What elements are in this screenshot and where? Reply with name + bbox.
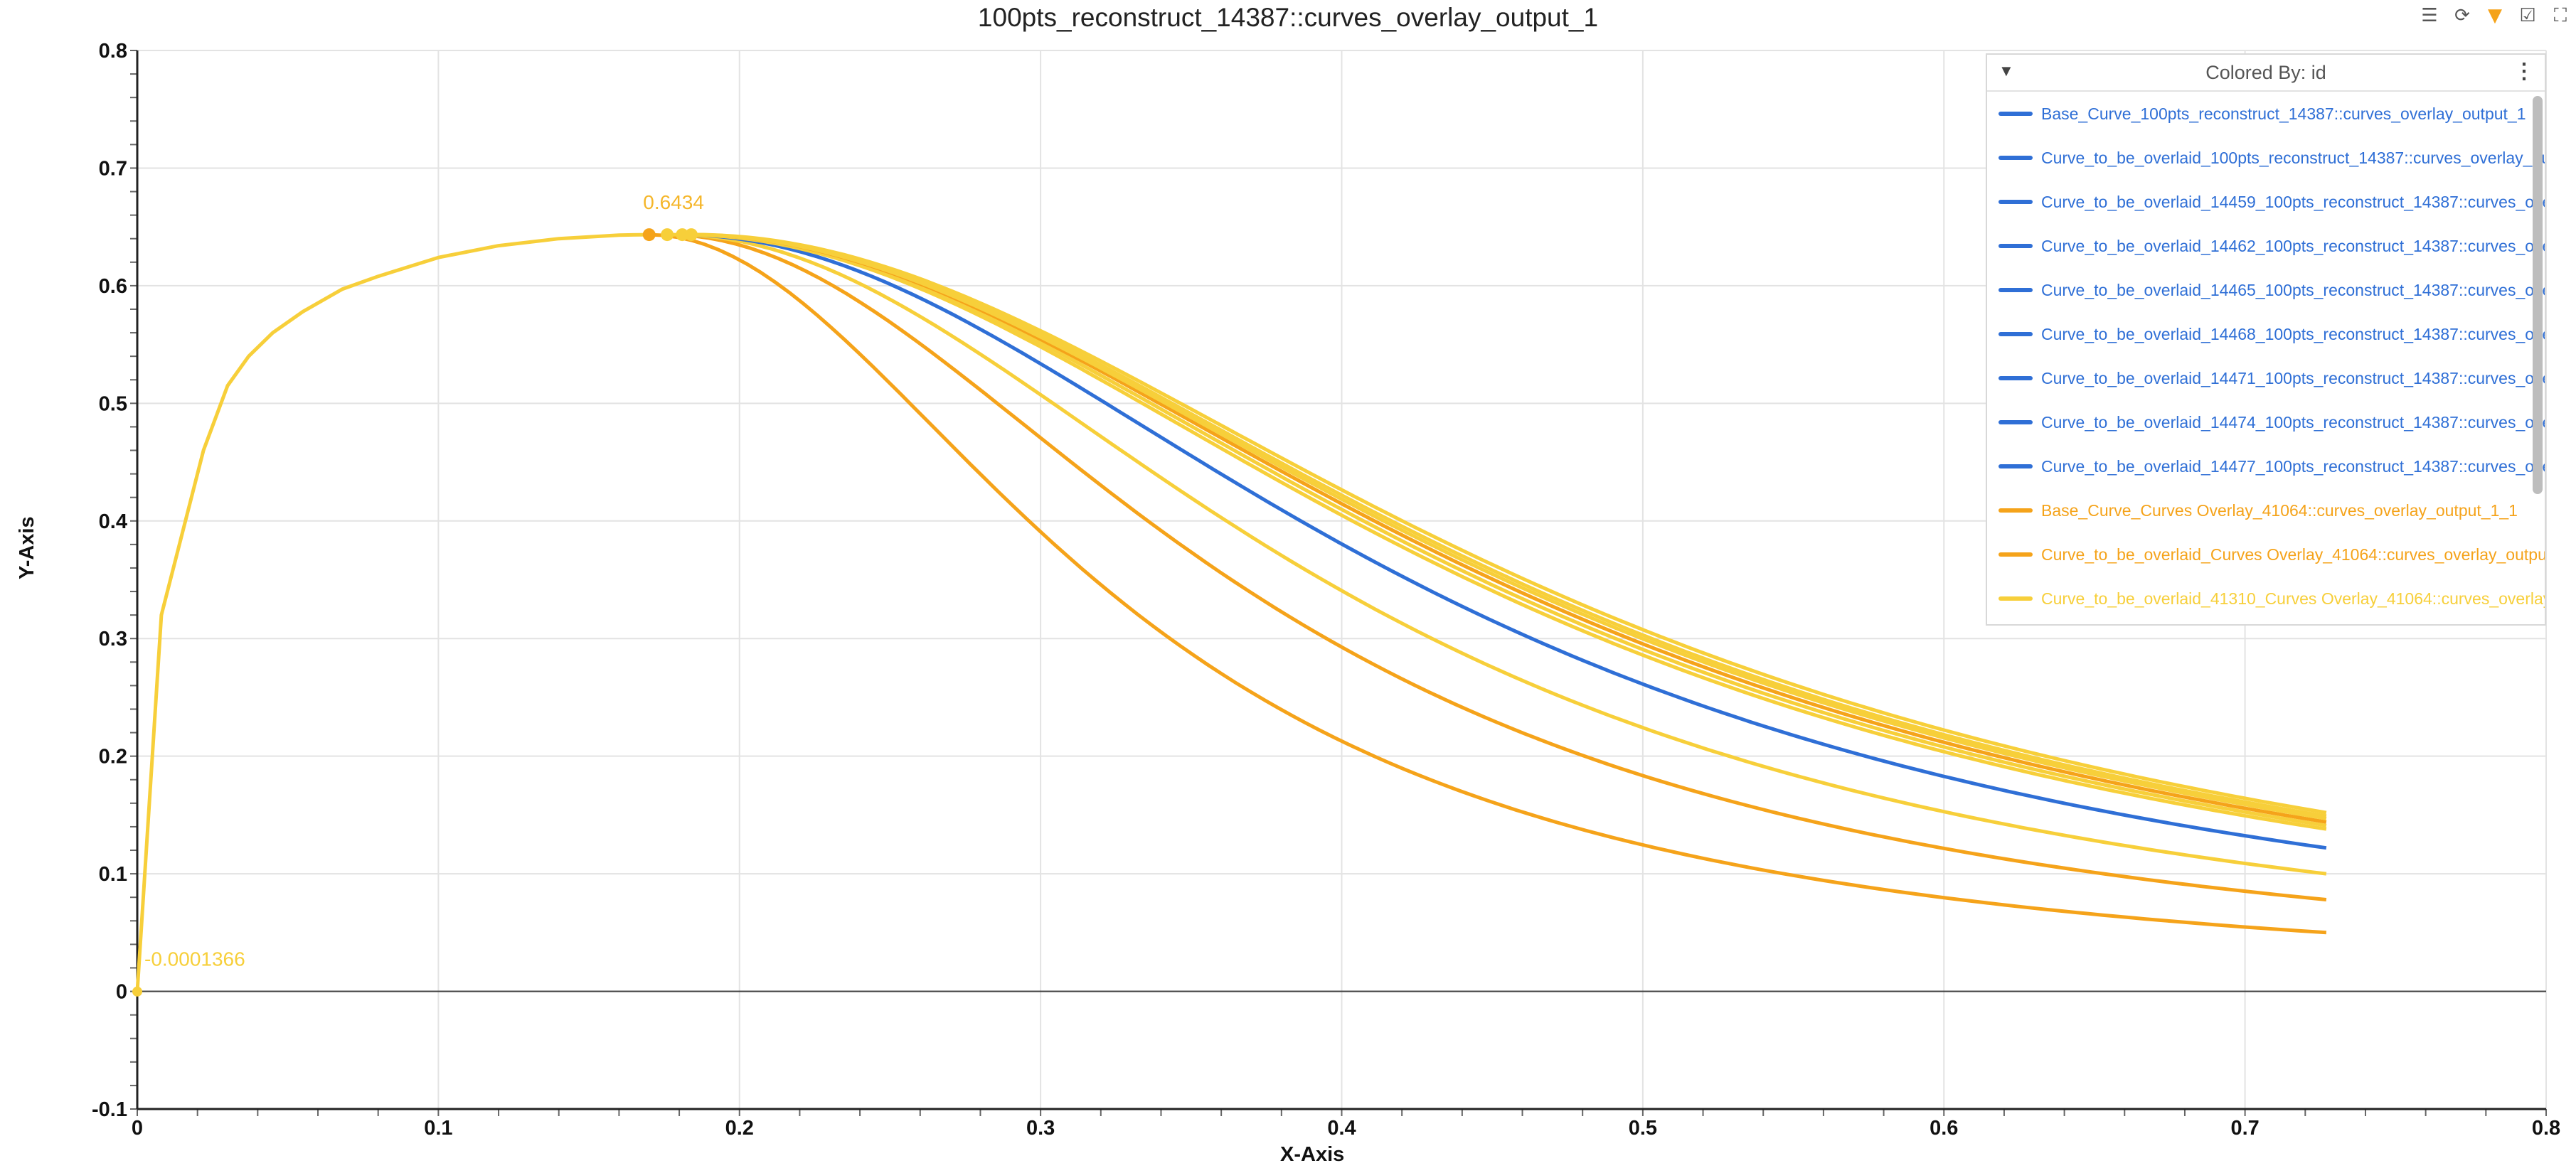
legend-item[interactable]: Curve_to_be_overlaid_14465_100pts_recons… [1987,268,2545,312]
legend-swatch [1998,420,2033,424]
y-tick-label: 0.1 [99,863,127,886]
series-line [673,232,2327,876]
legend-swatch [1998,244,2033,248]
series-line [649,232,2327,935]
x-tick-label: 0.4 [1327,1117,1356,1140]
legend-swatch [1998,112,2033,116]
legend-list: Base_Curve_100pts_reconstruct_14387::cur… [1987,92,2545,621]
legend-item[interactable]: Base_Curve_Curves Overlay_41064::curves_… [1987,488,2545,532]
legend-swatch [1998,156,2033,160]
chart-title: 100pts_reconstruct_14387::curves_overlay… [977,3,1599,32]
checkbox-icon[interactable]: ☑ [2519,5,2536,26]
legend-swatch [1998,552,2033,557]
chart-toolbar: ☰ ⟳ ▼ ☑ ⛶ [2418,4,2572,27]
y-tick-label: 0.3 [99,628,127,650]
series-line [688,232,2327,820]
legend-item[interactable]: Curve_to_be_overlaid_14474_100pts_recons… [1987,400,2545,444]
series-line [667,232,2327,901]
tick-labels: 0 0.1 0.2 0.3 0.4 0.5 0.6 0.7 0.8-0.100.10.20.30… [92,40,2560,1140]
y-tick-label: -0.1 [92,1098,127,1121]
filter-icon[interactable]: ▼ [2488,5,2502,26]
legend-swatch [1998,376,2033,380]
legend-label: Curve_to_be_overlaid_Curves Overlay_4106… [2041,545,2545,564]
y-tick-label: 0 [116,981,127,1004]
series-line [685,232,2327,827]
legend-item[interactable]: Base_Curve_100pts_reconstruct_14387::cur… [1987,92,2545,136]
y-tick-label: 0.6 [99,275,127,298]
legend-swatch [1998,596,2033,601]
legend-swatch [1998,464,2033,468]
y-tick-label: 0.2 [99,746,127,768]
settings-sliders-icon[interactable]: ☰ [2421,5,2438,26]
x-tick-label: 0.1 [424,1117,452,1140]
legend-label: Curve_to_be_overlaid_100pts_reconstruct_… [2041,148,2545,167]
legend-label: Curve_to_be_overlaid_14468_100pts_recons… [2041,324,2545,343]
refresh-icon[interactable]: ⟳ [2454,5,2470,26]
legend-swatch [1998,508,2033,513]
legend-swatch [1998,288,2033,292]
series-lines [135,232,2327,992]
series-line [691,232,2327,818]
legend-item[interactable]: Curve_to_be_overlaid_14471_100pts_recons… [1987,356,2545,400]
legend-label: Curve_to_be_overlaid_14459_100pts_recons… [2041,192,2545,211]
x-tick-label: 0.7 [2230,1117,2259,1140]
legend-label: Curve_to_be_overlaid_41310_Curves Overla… [2041,589,2545,608]
peak-point [642,228,656,242]
peak-point [661,228,674,242]
legend-panel: ▼ Colored By: id ⋮ Base_Curve_100pts_rec… [1986,53,2546,626]
legend-label: Curve_to_be_overlaid_14474_100pts_recons… [2041,412,2545,432]
y-tick-label: 0.5 [99,392,127,415]
legend-label: Base_Curve_100pts_reconstruct_14387::cur… [2041,104,2526,123]
legend-scrollbar[interactable] [2533,96,2543,494]
peak-point [676,228,689,242]
origin-point [132,986,142,997]
legend-item[interactable]: Curve_to_be_overlaid_100pts_reconstruct_… [1987,136,2545,180]
x-tick-label: 0.3 [1026,1117,1055,1140]
legend-label: Curve_to_be_overlaid_14462_100pts_recons… [2041,236,2545,255]
fullscreen-icon[interactable]: ⛶ [2553,4,2567,26]
x-tick-label: 0.8 [2532,1117,2560,1140]
y-axis-title: Y-Axis [16,516,38,579]
peak-point [685,228,698,242]
series-line [694,232,2327,815]
x-tick-label: 0.2 [725,1117,754,1140]
legend-item[interactable]: Curve_to_be_overlaid_14459_100pts_recons… [1987,180,2545,224]
x-axis-title: X-Axis [1280,1143,1345,1166]
legend-label: Curve_to_be_overlaid_14471_100pts_recons… [2041,368,2545,387]
y-tick-label: 0.4 [99,510,127,533]
legend-label: Curve_to_be_overlaid_14465_100pts_recons… [2041,280,2545,299]
y-tick-label: 0.7 [99,157,127,180]
legend-label: Curve_to_be_overlaid_14477_100pts_recons… [2041,456,2545,476]
data-points [132,228,698,997]
series-line [679,232,2327,850]
legend-item[interactable]: Curve_to_be_overlaid_41310_Curves Overla… [1987,577,2545,621]
x-tick-label: 0.6 [1930,1117,1958,1140]
legend-label: Base_Curve_Curves Overlay_41064::curves_… [2041,500,2518,520]
collapse-caret-icon[interactable]: ▼ [1998,62,2014,80]
origin-value-label: -0.0001366 [144,948,245,970]
x-tick-label: 0 [132,1117,143,1140]
legend-header: ▼ Colored By: id ⋮ [1987,55,2545,92]
legend-item[interactable]: Curve_to_be_overlaid_Curves Overlay_4106… [1987,532,2545,577]
legend-title: Colored By: id [2205,61,2326,83]
legend-item[interactable]: Curve_to_be_overlaid_14477_100pts_recons… [1987,444,2545,488]
legend-item[interactable]: Curve_to_be_overlaid_14462_100pts_recons… [1987,224,2545,268]
series-line [682,232,2327,831]
legend-item[interactable]: Curve_to_be_overlaid_14468_100pts_recons… [1987,312,2545,356]
y-tick-label: 0.8 [99,40,127,63]
rising-curve [135,232,649,992]
peak-value-label: 0.6434 [643,191,704,213]
legend-swatch [1998,200,2033,204]
x-tick-label: 0.5 [1629,1117,1657,1140]
more-options-icon[interactable]: ⋮ [2513,60,2535,83]
axes [130,50,2547,1116]
legend-swatch [1998,332,2033,336]
